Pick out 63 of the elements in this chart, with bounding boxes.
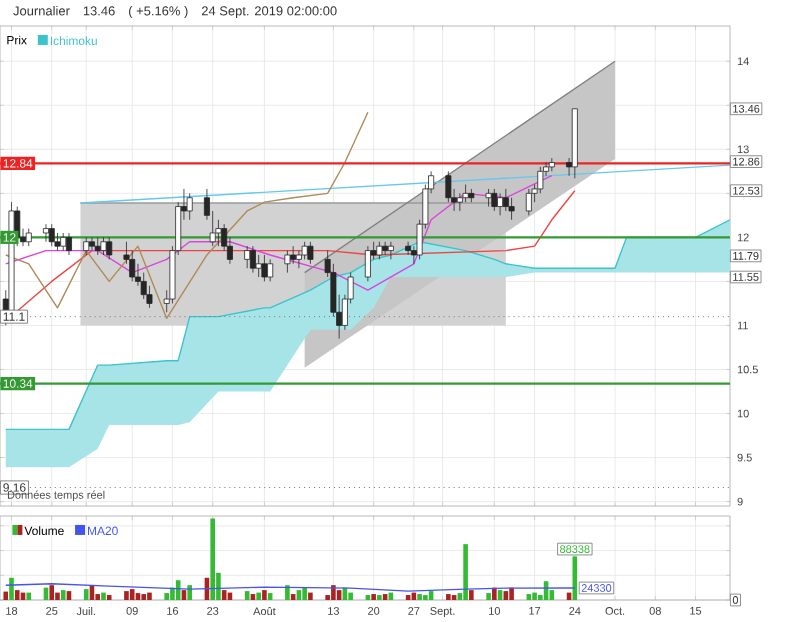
candlestick (456, 192, 463, 212)
candlestick (186, 192, 193, 221)
candlestick (295, 250, 302, 269)
candlestick (382, 241, 389, 256)
bar (95, 594, 101, 600)
candlestick (307, 241, 314, 265)
candlestick (525, 188, 532, 216)
candlestick (43, 223, 49, 243)
bar (60, 590, 66, 600)
candlestick (267, 258, 274, 282)
bar (285, 585, 290, 600)
candlestick (387, 241, 394, 260)
candlestick (244, 245, 251, 269)
bar (164, 593, 169, 600)
candlestick (215, 219, 222, 247)
bar (55, 592, 60, 600)
bar (302, 587, 307, 600)
bar (371, 594, 376, 600)
candlestick (261, 254, 268, 282)
bar (308, 592, 313, 600)
candlestick (485, 188, 492, 207)
candlestick (94, 236, 101, 256)
bar (129, 589, 135, 600)
bar (210, 518, 215, 600)
bar (83, 589, 89, 600)
candlestick (364, 245, 371, 282)
bar (463, 544, 468, 600)
bar (26, 592, 32, 600)
candlestick (445, 170, 452, 203)
candlestick (497, 192, 504, 216)
bar (348, 592, 353, 600)
bar (49, 585, 55, 600)
candlestick (249, 245, 256, 273)
candlestick (48, 223, 55, 247)
bar (147, 592, 152, 600)
candlestick (502, 188, 509, 212)
bar (124, 591, 129, 600)
candlestick (537, 166, 544, 194)
candlestick (508, 197, 515, 221)
bar (469, 590, 474, 600)
candlestick (284, 250, 291, 273)
line-series (5, 111, 369, 320)
candlestick (65, 232, 72, 256)
bar (101, 592, 106, 600)
candlestick (106, 236, 113, 260)
candlestick (88, 236, 95, 251)
candlestick (140, 272, 147, 300)
bar (14, 590, 20, 600)
bar (170, 587, 175, 600)
candlestick (405, 241, 412, 256)
bar (141, 594, 146, 600)
bar (262, 590, 267, 600)
candlestick (255, 254, 262, 278)
bar (417, 594, 422, 600)
bar (486, 593, 491, 600)
candlestick (129, 250, 136, 282)
candlestick (491, 188, 498, 212)
bar (509, 587, 514, 600)
bar (492, 587, 497, 600)
bar (532, 592, 537, 600)
bar (446, 594, 451, 600)
bar (3, 591, 9, 600)
bar (256, 592, 261, 600)
